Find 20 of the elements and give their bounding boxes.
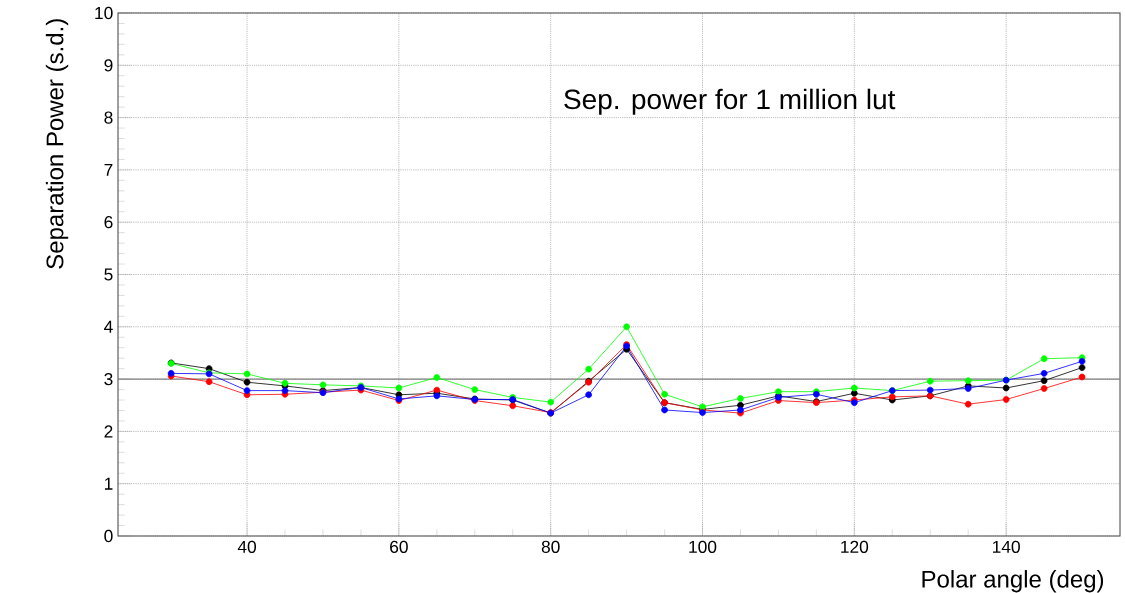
y-tick-label: 6 bbox=[104, 216, 113, 229]
y-tick-label: 7 bbox=[104, 163, 113, 176]
y-tick-label: 0 bbox=[104, 529, 113, 543]
y-tick-label: 3 bbox=[104, 372, 113, 386]
x-tick-label: 40 bbox=[237, 540, 257, 553]
y-tick-label: 9 bbox=[104, 59, 113, 72]
y-tick-label: 4 bbox=[104, 320, 113, 333]
y-tick-label: 5 bbox=[104, 268, 113, 281]
y-tick-label: 10 bbox=[95, 6, 113, 20]
x-tick-label: 120 bbox=[841, 540, 869, 553]
text: Sep. power for 1 million lut bbox=[564, 88, 896, 115]
y-tick-label: 8 bbox=[104, 111, 113, 124]
y-tick-label: 2 bbox=[104, 425, 113, 438]
x-tick-label: 60 bbox=[390, 540, 408, 553]
x-axis-title: Polar angle (deg) bbox=[922, 570, 1104, 593]
y-axis-title: Separation Power (s.d.) bbox=[45, 19, 69, 269]
x-tick-label: 100 bbox=[689, 540, 717, 553]
x-tick-label: 80 bbox=[541, 540, 560, 553]
y-tick-label: 1 bbox=[104, 477, 113, 490]
x-tick-label: 140 bbox=[993, 540, 1020, 553]
